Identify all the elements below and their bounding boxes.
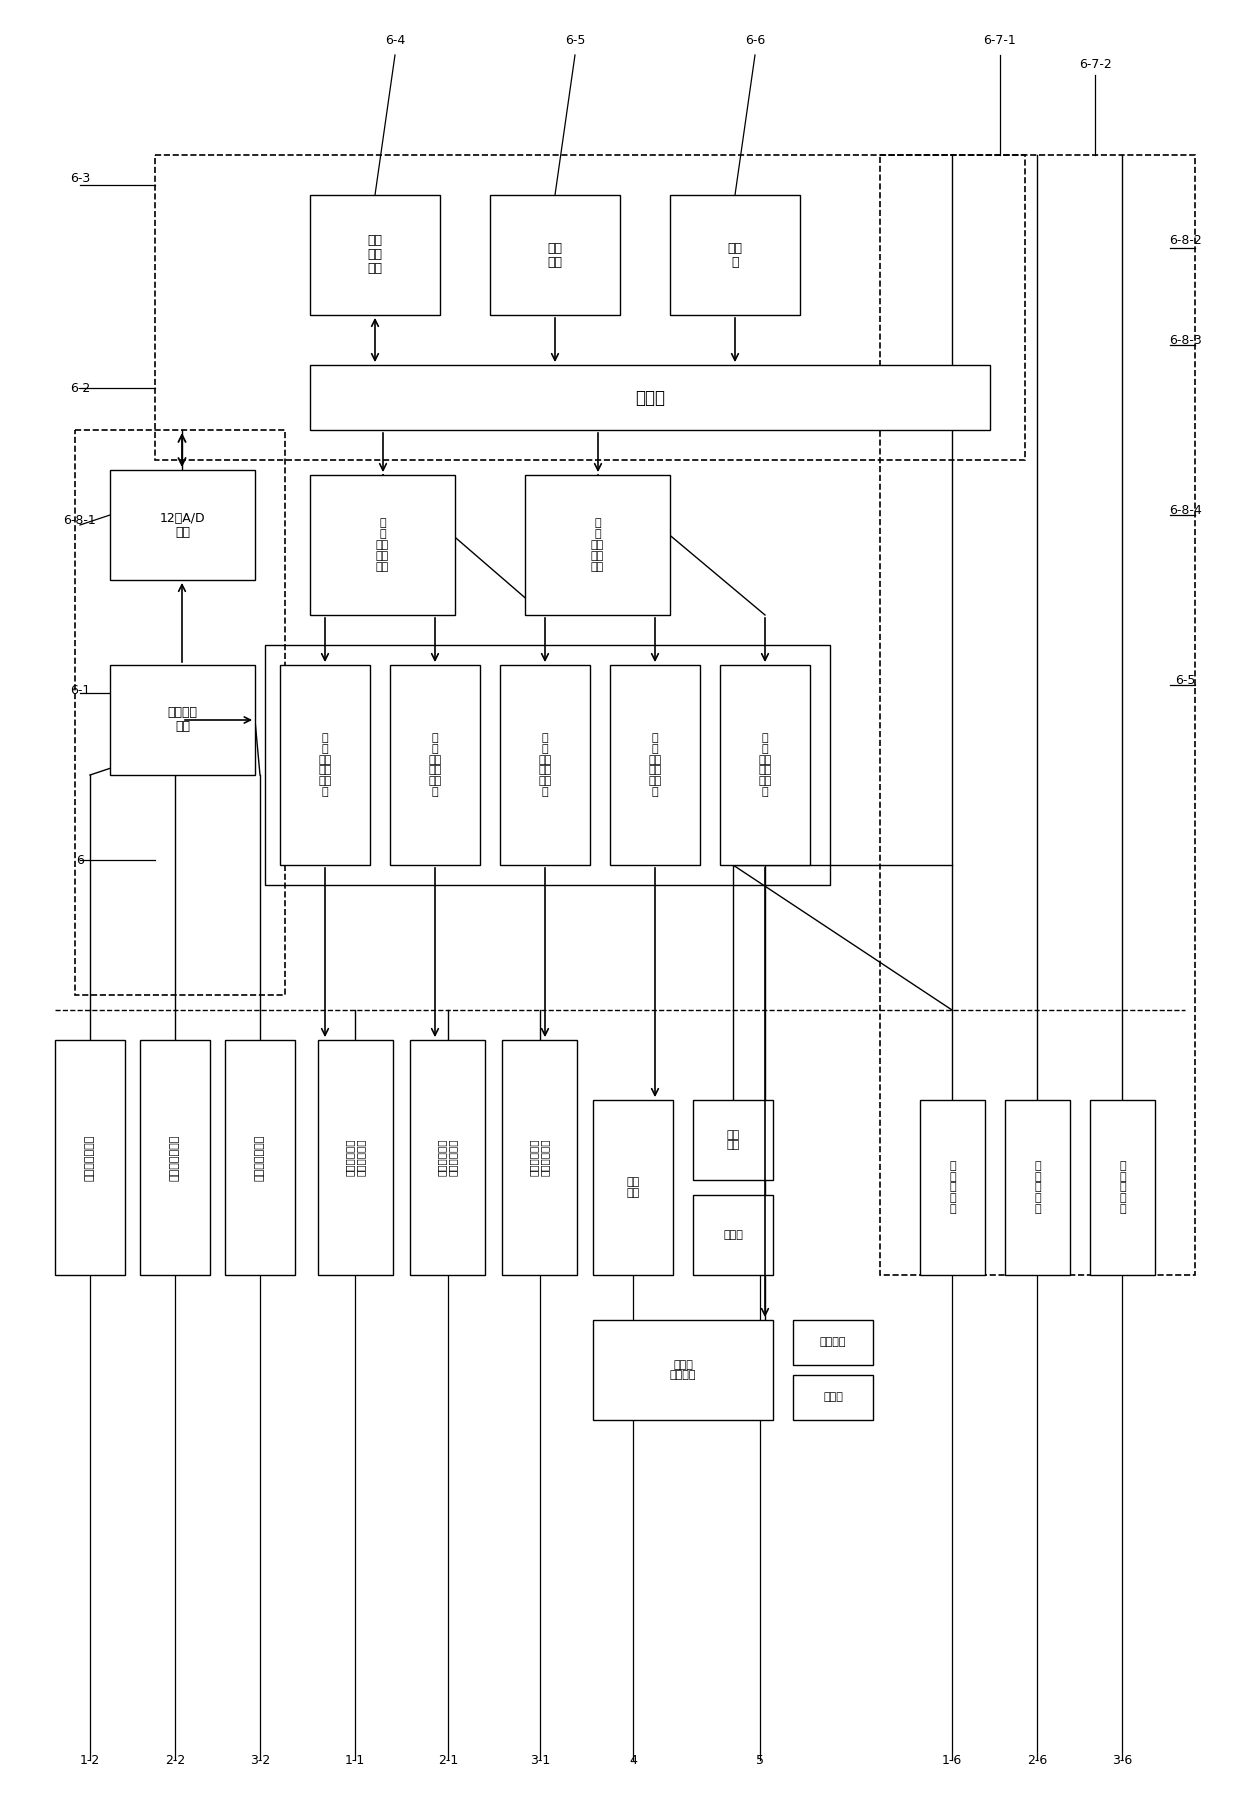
Bar	[920, 1099, 985, 1276]
Text: 5: 5	[756, 1753, 764, 1767]
Text: 3-1: 3-1	[529, 1753, 551, 1767]
Bar	[55, 1039, 125, 1276]
Text: 第
一
光
槽
尺: 第 一 光 槽 尺	[949, 1161, 956, 1214]
Bar	[317, 1039, 393, 1276]
Text: 第一霍尔传感器: 第一霍尔传感器	[86, 1134, 95, 1181]
Bar	[1090, 1099, 1154, 1276]
Text: 6-5: 6-5	[1174, 673, 1195, 686]
Bar	[280, 664, 370, 864]
Bar	[310, 195, 440, 315]
Text: 第
三
步进
电机
驱动
器: 第 三 步进 电机 驱动 器	[538, 733, 552, 797]
Bar	[110, 470, 255, 581]
Bar	[410, 1039, 485, 1276]
Text: 6-7-2: 6-7-2	[1079, 58, 1111, 71]
Text: 编码器: 编码器	[823, 1392, 843, 1403]
Text: 步进
电机: 步进 电机	[727, 1130, 739, 1150]
Text: 1-2: 1-2	[79, 1753, 100, 1767]
Text: 6-8-4: 6-8-4	[1168, 504, 1202, 517]
Bar	[74, 430, 285, 996]
Text: 第一直线进给
机构步进电机: 第一直线进给 机构步进电机	[345, 1139, 366, 1176]
Text: 编码器: 编码器	[723, 1230, 743, 1239]
Text: 打印
机: 打印 机	[728, 242, 743, 269]
Text: 第三霍尔传感器: 第三霍尔传感器	[255, 1134, 265, 1181]
Bar	[593, 1099, 673, 1276]
Bar	[265, 644, 830, 885]
Text: 1-6: 1-6	[942, 1753, 962, 1767]
Text: 12位A/D
芯片: 12位A/D 芯片	[160, 511, 206, 539]
Text: 6-1: 6-1	[69, 684, 91, 697]
Text: 电压放大
电路: 电压放大 电路	[167, 706, 197, 733]
Bar	[670, 195, 800, 315]
Text: 6: 6	[76, 854, 84, 866]
Text: 第
二
步进
电机
驱动
器: 第 二 步进 电机 驱动 器	[428, 733, 441, 797]
Text: 6-8-2: 6-8-2	[1168, 233, 1202, 246]
Bar	[310, 366, 990, 430]
Text: 6-5: 6-5	[564, 33, 585, 47]
Text: 键键
控制
电路: 键键 控制 电路	[367, 235, 382, 275]
Text: 图形
转台: 图形 转台	[626, 1178, 640, 1198]
Text: 3-2: 3-2	[250, 1753, 270, 1767]
Bar	[110, 664, 255, 775]
Text: 3-6: 3-6	[1112, 1753, 1132, 1767]
Bar	[391, 664, 480, 864]
Text: 6-8-3: 6-8-3	[1168, 333, 1202, 346]
Text: 6-6: 6-6	[745, 33, 765, 47]
Text: 6-8-1: 6-8-1	[63, 513, 97, 526]
Text: 第二霍尔传感器: 第二霍尔传感器	[170, 1134, 180, 1181]
Text: 6-3: 6-3	[69, 171, 91, 184]
Bar	[693, 1196, 773, 1276]
Bar	[525, 475, 670, 615]
Text: 4: 4	[629, 1753, 637, 1767]
Text: 6-7-1: 6-7-1	[983, 33, 1017, 47]
Text: 2-1: 2-1	[438, 1753, 458, 1767]
Bar	[880, 155, 1195, 1276]
Text: 第三直线进给
机构步进电机: 第三直线进给 机构步进电机	[529, 1139, 549, 1176]
Bar	[794, 1320, 873, 1365]
Text: 第
一
步进
电机
驱动
器: 第 一 步进 电机 驱动 器	[319, 733, 331, 797]
Bar	[310, 475, 455, 615]
Bar	[693, 1099, 773, 1179]
Bar	[610, 664, 701, 864]
Text: 第
一
驱动
控制
电路: 第 一 驱动 控制 电路	[376, 519, 389, 571]
Text: 6-4: 6-4	[384, 33, 405, 47]
Text: 第
五
步进
电机
驱动
器: 第 五 步进 电机 驱动 器	[759, 733, 771, 797]
Bar	[593, 1320, 773, 1420]
Bar	[490, 195, 620, 315]
Bar	[140, 1039, 210, 1276]
Bar	[720, 664, 810, 864]
Bar	[502, 1039, 577, 1276]
Text: 2-2: 2-2	[165, 1753, 185, 1767]
Bar	[155, 155, 1025, 460]
Text: 第
四
步进
电机
驱动
器: 第 四 步进 电机 驱动 器	[649, 733, 662, 797]
Bar	[1004, 1099, 1070, 1276]
Text: 第
二
光
槽
尺: 第 二 光 槽 尺	[1034, 1161, 1040, 1214]
Text: 第二直线进给
机构步进电机: 第二直线进给 机构步进电机	[438, 1139, 458, 1176]
Text: 可旋转
夹持机构: 可旋转 夹持机构	[670, 1360, 696, 1380]
Text: 工控机: 工控机	[635, 388, 665, 406]
Text: 第
三
光
槽
尺: 第 三 光 槽 尺	[1120, 1161, 1126, 1214]
Text: 步进电机: 步进电机	[820, 1338, 846, 1347]
Text: 2-6: 2-6	[1027, 1753, 1047, 1767]
Text: 显示
电路: 显示 电路	[548, 242, 563, 269]
Text: 第
一
驱动
控制
电路: 第 一 驱动 控制 电路	[591, 519, 604, 571]
Text: 1-1: 1-1	[345, 1753, 365, 1767]
Bar	[794, 1374, 873, 1420]
Bar	[500, 664, 590, 864]
Bar	[224, 1039, 295, 1276]
Text: 6-2: 6-2	[69, 382, 91, 395]
